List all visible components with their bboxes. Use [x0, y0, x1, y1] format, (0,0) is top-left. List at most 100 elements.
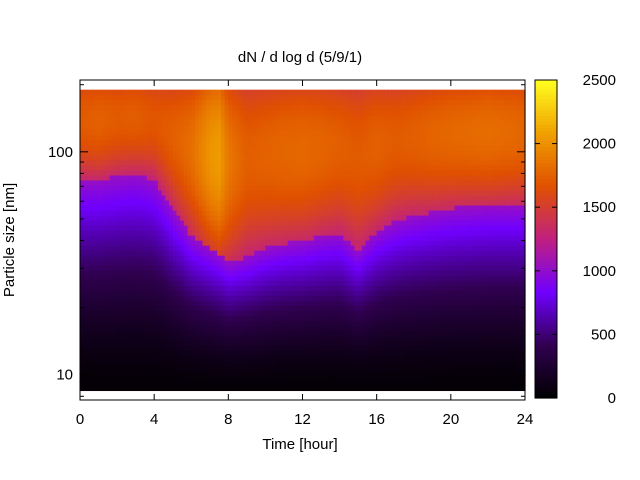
heatmap-cell — [187, 174, 192, 181]
heatmap-cell — [232, 215, 237, 221]
heatmap-cell — [306, 240, 311, 246]
heatmap-cell — [246, 290, 252, 296]
heatmap-cell — [183, 204, 189, 211]
heatmap-cell — [194, 215, 200, 221]
heatmap-cell — [276, 355, 281, 361]
heatmap-cell — [228, 335, 233, 341]
heatmap-cell — [376, 174, 381, 181]
heatmap-cell — [139, 204, 144, 211]
heatmap-cell — [209, 104, 215, 111]
heatmap-cell — [169, 144, 174, 151]
heatmap-cell — [369, 159, 374, 166]
heatmap-cell — [180, 169, 185, 176]
heatmap-cell — [332, 184, 337, 191]
heatmap-cell — [191, 129, 196, 136]
heatmap-cell — [302, 340, 307, 346]
heatmap-cell — [332, 220, 337, 226]
heatmap-cell — [131, 199, 137, 206]
heatmap-cell — [98, 280, 103, 286]
heatmap-cell — [361, 345, 367, 351]
heatmap-cell — [361, 169, 367, 176]
heatmap-cell — [120, 305, 126, 311]
heatmap-cell — [228, 260, 233, 266]
heatmap-cell — [183, 370, 189, 376]
heatmap-cell — [309, 380, 315, 387]
heatmap-cell — [276, 179, 281, 186]
heatmap-cell — [358, 139, 363, 146]
heatmap-cell — [324, 295, 330, 301]
heatmap-cell — [250, 194, 255, 201]
heatmap-cell — [295, 139, 300, 146]
heatmap-cell — [154, 250, 159, 256]
heatmap-cell — [365, 134, 370, 141]
heatmap-cell — [321, 240, 326, 246]
heatmap-cell — [176, 199, 181, 206]
heatmap-cell — [328, 350, 333, 356]
heatmap-cell — [376, 345, 381, 351]
heatmap-cell — [376, 295, 381, 301]
heatmap-cell — [313, 134, 318, 141]
heatmap-cell — [98, 119, 103, 126]
heatmap-cell — [321, 169, 326, 176]
heatmap-cell — [169, 315, 174, 321]
heatmap-cell — [91, 129, 96, 136]
heatmap-cell — [120, 199, 126, 206]
heatmap-cell — [161, 285, 166, 291]
heatmap-cell — [180, 149, 185, 156]
heatmap-cell — [198, 199, 203, 206]
heatmap-cell — [187, 260, 192, 266]
heatmap-cell — [157, 350, 163, 356]
heatmap-cell — [332, 285, 337, 291]
heatmap-cell — [258, 325, 263, 331]
heatmap-cell — [139, 245, 144, 251]
heatmap-cell — [165, 265, 170, 271]
heatmap-cell — [239, 189, 244, 196]
heatmap-cell — [287, 204, 292, 211]
heatmap-cell — [94, 265, 100, 271]
heatmap-cell — [217, 380, 222, 387]
heatmap-cell — [309, 89, 315, 96]
heatmap-cell — [183, 235, 189, 241]
heatmap-cell — [376, 179, 381, 186]
heatmap-cell — [369, 225, 374, 231]
heatmap-cell — [176, 245, 181, 251]
heatmap-cell — [384, 134, 389, 141]
heatmap-cell — [361, 109, 367, 116]
heatmap-cell — [369, 164, 374, 171]
heatmap-cell — [161, 250, 166, 256]
heatmap-cell — [283, 109, 289, 116]
heatmap-cell — [80, 209, 85, 216]
heatmap-cell — [365, 139, 370, 146]
heatmap-cell — [339, 270, 344, 276]
heatmap-cell — [83, 245, 89, 251]
heatmap-cell — [228, 144, 233, 151]
heatmap-cell — [128, 164, 133, 171]
heatmap-cell — [317, 134, 322, 141]
heatmap-cell — [117, 119, 122, 126]
heatmap-cell — [350, 250, 356, 256]
heatmap-cell — [224, 365, 229, 371]
heatmap-cell — [261, 325, 267, 331]
heatmap-cell — [172, 179, 178, 186]
heatmap-cell — [154, 295, 159, 301]
heatmap-cell — [176, 154, 181, 161]
heatmap-cell — [191, 355, 196, 361]
heatmap-cell — [380, 89, 385, 96]
heatmap-cell — [376, 280, 381, 286]
heatmap-cell — [169, 99, 174, 106]
heatmap-cell — [139, 94, 144, 101]
heatmap-cell — [354, 325, 359, 331]
heatmap-cell — [194, 360, 200, 366]
heatmap-cell — [254, 184, 259, 191]
heatmap-cell — [328, 109, 333, 116]
heatmap-cell — [376, 194, 381, 201]
heatmap-cell — [128, 124, 133, 131]
heatmap-cell — [169, 159, 174, 166]
heatmap-cell — [309, 149, 315, 156]
heatmap-cell — [321, 270, 326, 276]
heatmap-cell — [376, 380, 381, 387]
heatmap-cell — [220, 134, 226, 141]
heatmap-cell — [287, 144, 292, 151]
heatmap-cell — [217, 260, 222, 266]
heatmap-cell — [291, 340, 296, 346]
